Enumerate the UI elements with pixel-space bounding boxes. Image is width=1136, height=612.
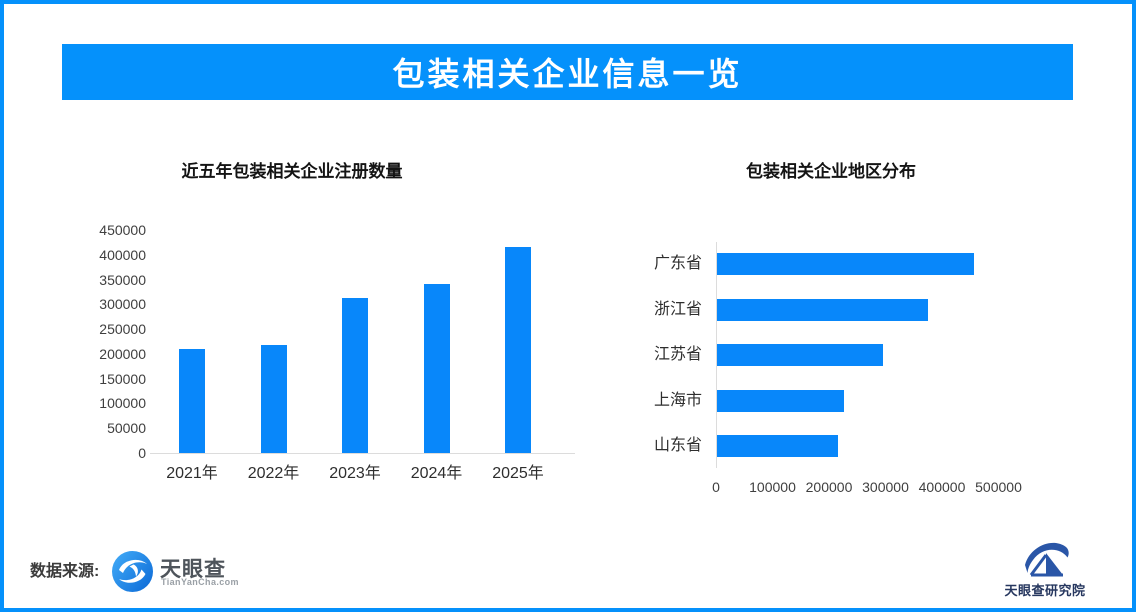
y-tick-label: 200000	[99, 345, 146, 362]
tianyancha-wordmark: 天眼查	[160, 558, 226, 581]
x-category-label: 2022年	[247, 465, 300, 482]
category-label: 浙江省	[653, 300, 702, 318]
x-category-label: 2021年	[166, 465, 218, 482]
bar-2022年	[260, 345, 287, 453]
tianyancha-eye-icon	[112, 551, 153, 592]
bar-2023年	[342, 298, 368, 453]
y-tick-label: 150000	[99, 370, 146, 387]
region-bar-chart	[716, 242, 1009, 468]
y-tick-label: 450000	[99, 222, 146, 238]
x-tick-label: 100000	[749, 479, 796, 495]
bar-山东省	[717, 435, 838, 458]
bar-上海市	[717, 389, 845, 412]
x-tick-label: 400000	[918, 479, 966, 495]
x-category-label: 2023年	[329, 465, 381, 482]
x-category-label: 2024年	[410, 465, 463, 482]
bar-2025年	[505, 247, 531, 453]
x-tick-label: 500000	[975, 479, 1022, 495]
x-tick-label: 0	[712, 479, 720, 495]
x-category-label: 2025年	[492, 465, 544, 482]
right-chart-title: 包装相关企业地区分布	[746, 162, 916, 181]
left-chart-title: 近五年包装相关企业注册数量	[181, 162, 403, 181]
y-tick-label: 50000	[107, 420, 146, 437]
institute-logo: 天眼查研究院	[985, 538, 1105, 599]
registrations-bar-chart	[150, 230, 575, 454]
page-title: 包装相关企业信息一览	[392, 56, 743, 92]
y-tick-label: 300000	[99, 296, 146, 313]
y-tick-label: 400000	[99, 246, 146, 263]
bar-浙江省	[717, 298, 929, 321]
tianyancha-url: TianYanCha.com	[161, 577, 239, 587]
mountain-swoosh-icon	[1024, 542, 1069, 577]
y-tick-label: 250000	[99, 321, 146, 338]
x-tick-label: 300000	[862, 479, 909, 495]
institute-name: 天眼查研究院	[1004, 583, 1086, 598]
y-tick-label: 0	[138, 445, 146, 461]
bar-江苏省	[717, 344, 884, 367]
bar-2024年	[423, 283, 450, 453]
y-tick-label: 100000	[99, 395, 146, 412]
data-source-label: 数据来源:	[30, 563, 100, 580]
bar-2021年	[179, 348, 205, 453]
category-label: 广东省	[653, 255, 702, 272]
x-tick-label: 200000	[805, 479, 853, 495]
bar-广东省	[717, 253, 975, 275]
y-tick-label: 350000	[99, 271, 146, 288]
category-label: 江苏省	[653, 346, 702, 364]
title-banner: 包装相关企业信息一览	[62, 44, 1073, 100]
category-label: 山东省	[653, 437, 702, 455]
category-label: 上海市	[653, 391, 702, 409]
